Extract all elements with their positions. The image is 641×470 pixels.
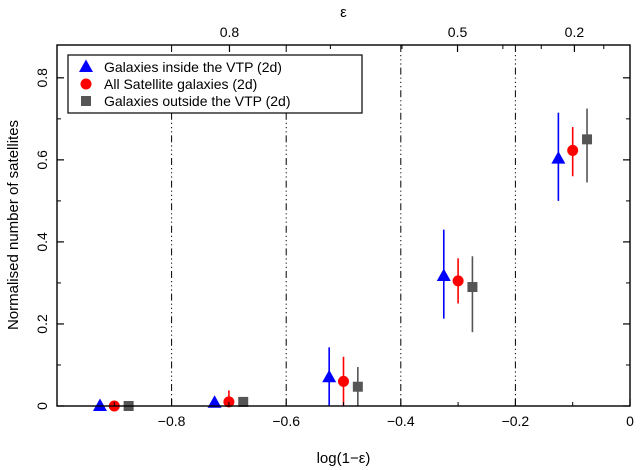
data-point-square: [582, 134, 593, 145]
top-tick-label: 0.2: [565, 24, 585, 40]
data-point-circle: [452, 275, 464, 287]
data-point-circle: [338, 375, 349, 387]
x-tick-label: −0.2: [502, 413, 530, 429]
data-point-triangle: [436, 268, 451, 281]
y-axis-title: Normalised number of satellites: [5, 120, 22, 330]
data-point-triangle: [322, 369, 337, 383]
legend-marker-square: [81, 96, 91, 106]
data-point-triangle: [551, 151, 566, 164]
y-tick-label: 0.8: [34, 68, 50, 88]
legend-marker-triangle: [79, 59, 93, 72]
data-point-square: [352, 381, 363, 392]
x-tick-label: −0.4: [387, 413, 415, 429]
y-tick-label: 0: [34, 402, 50, 410]
data-point-circle: [567, 144, 579, 156]
data-point-circle: [223, 396, 235, 408]
legend: Galaxies inside the VTP (2d)All Satellit…: [67, 54, 363, 114]
data-point-square: [467, 282, 478, 293]
top-tick-label: 0.5: [448, 24, 468, 40]
legend-marker-circle: [80, 78, 92, 90]
x-tick-label: 0: [626, 413, 634, 429]
legend-label: Galaxies outside the VTP (2d): [104, 93, 291, 109]
x-tick-label: −0.8: [158, 413, 186, 429]
legend-label: All Satellite galaxies (2d): [104, 76, 257, 92]
data-point-triangle: [207, 395, 222, 408]
top-tick-label: 0.8: [220, 24, 240, 40]
legend-box: [67, 54, 363, 114]
data-point-square: [238, 396, 249, 407]
y-tick-label: 0.4: [34, 232, 50, 252]
y-tick-label: 0.6: [34, 150, 50, 170]
y-tick-label: 0.2: [34, 314, 50, 334]
top-axis-title: ε: [340, 4, 347, 21]
data-point-triangle: [92, 398, 107, 411]
legend-label: Galaxies inside the VTP (2d): [104, 59, 282, 75]
x-axis-title: log(1−ε): [317, 450, 371, 467]
x-tick-label: −0.6: [272, 413, 300, 429]
